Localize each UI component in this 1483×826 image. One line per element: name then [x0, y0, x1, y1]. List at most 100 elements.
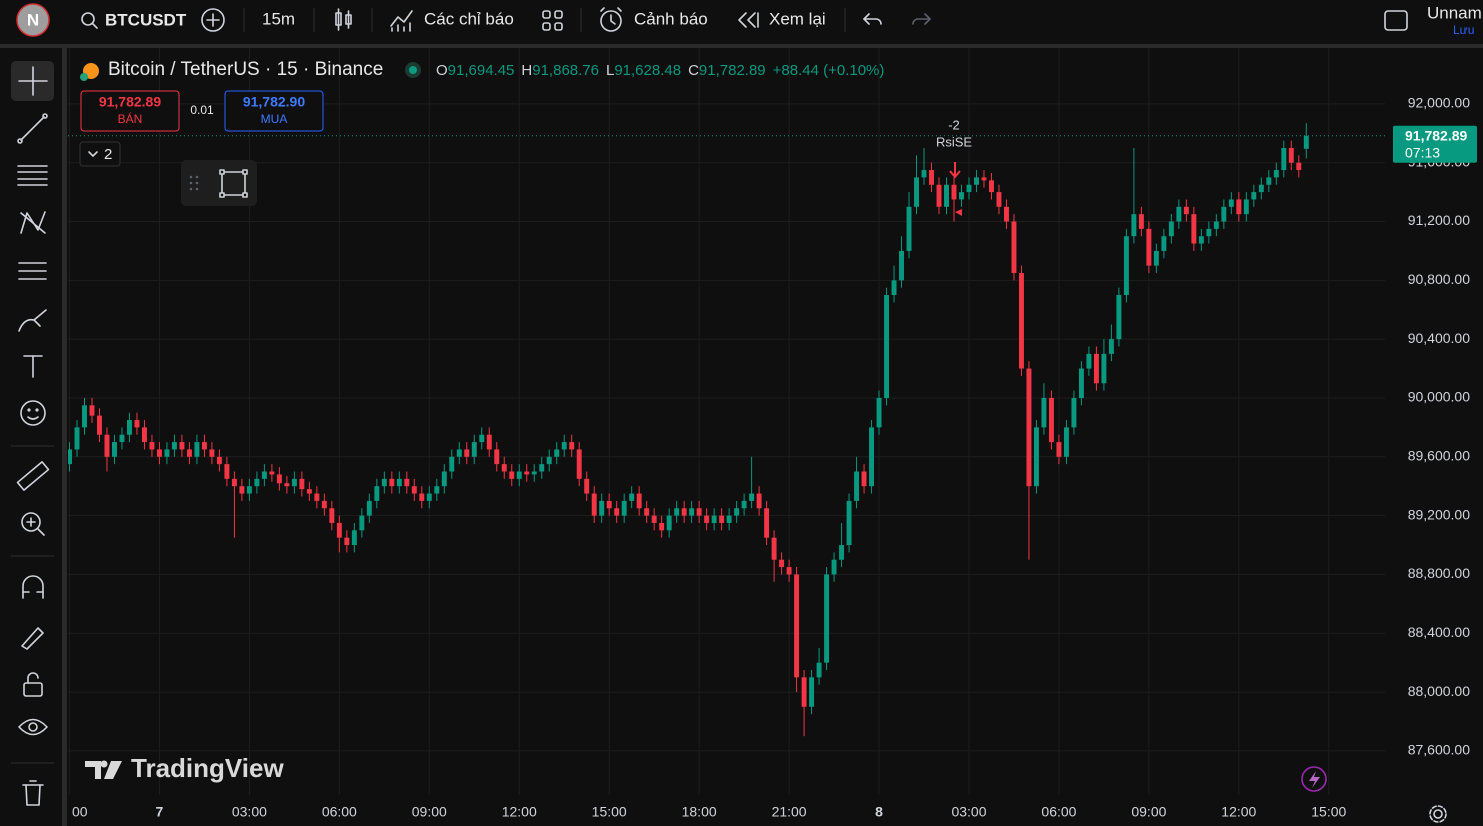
crosshair-tool[interactable]: [18, 66, 48, 96]
pattern-tool[interactable]: [20, 211, 46, 234]
candle-body: [1041, 397, 1047, 428]
x-tick-label: 12:00: [1221, 804, 1256, 820]
candle-body: [996, 192, 1002, 207]
layout-icon[interactable]: [1384, 10, 1408, 31]
candle-body: [599, 500, 605, 516]
candle-body: [981, 177, 987, 181]
rectangle-tool[interactable]: [219, 169, 248, 198]
candle-body: [606, 500, 612, 509]
candle-body: [719, 515, 725, 523]
indicators-button[interactable]: Các chỉ báo: [424, 9, 514, 28]
candle-body: [809, 677, 815, 707]
chart-type-icon[interactable]: [335, 8, 352, 31]
candle-body: [1273, 170, 1279, 178]
candle-body: [989, 180, 994, 193]
candle-body: [1071, 397, 1077, 428]
fib-tool[interactable]: [17, 165, 48, 186]
trendline-tool[interactable]: [17, 113, 48, 144]
lightning-button[interactable]: [1301, 766, 1327, 792]
text-tool[interactable]: [23, 355, 43, 378]
magnet-tool[interactable]: [22, 575, 44, 599]
visibility-tool[interactable]: [18, 718, 48, 736]
layout-name[interactable]: Unnam: [1427, 3, 1482, 22]
candle-body: [134, 420, 140, 428]
quantity[interactable]: 0.01: [190, 103, 214, 117]
candle-body: [1018, 272, 1024, 369]
candle-body: [82, 405, 87, 428]
candle-body: [801, 677, 807, 707]
left-separator: [62, 48, 67, 826]
y-tick-label: 90,800.00: [1408, 271, 1470, 287]
candle-body: [1146, 228, 1152, 266]
lock-drawing-tool[interactable]: [21, 627, 44, 650]
save-button[interactable]: Lưu: [1453, 23, 1474, 37]
search-icon[interactable]: [81, 12, 98, 29]
delete-tool[interactable]: [22, 780, 44, 806]
zoom-tool[interactable]: [21, 512, 45, 536]
y-tick-label: 89,200.00: [1408, 506, 1470, 522]
candle-body: [704, 515, 710, 523]
trade-panel: 91,782.89 BÁN 0.01 91,782.90 MUA 2: [79, 90, 324, 206]
x-tick-label: 06:00: [322, 804, 357, 820]
candle-body: [771, 537, 777, 560]
settings-button[interactable]: [1429, 805, 1447, 823]
candle-body: [749, 493, 755, 501]
legend: Bitcoin / TetherUS · 15 · Binance O91,69…: [80, 59, 884, 81]
replay-icon[interactable]: [738, 12, 759, 28]
buy-button[interactable]: [224, 90, 324, 132]
brush-tool[interactable]: [18, 309, 47, 332]
signal-marker: [955, 209, 962, 216]
candle-body: [569, 442, 575, 450]
ohlc-value: 91,628.48: [614, 62, 681, 79]
candle-body: [636, 493, 642, 509]
interval[interactable]: 15m: [262, 9, 295, 28]
candle-body: [1303, 135, 1309, 149]
undo-icon[interactable]: [863, 13, 882, 25]
candle-body: [516, 471, 522, 479]
alert-icon[interactable]: [600, 7, 622, 32]
ruler-tool[interactable]: [16, 461, 50, 491]
candle-body: [156, 449, 162, 457]
x-tick-label: 15:00: [592, 804, 627, 820]
sell-button[interactable]: [80, 90, 180, 132]
indicators-icon[interactable]: [390, 10, 413, 32]
candle-body: [456, 449, 462, 457]
candle-body: [929, 170, 934, 185]
candle-body: [936, 184, 942, 207]
lock-tool[interactable]: [23, 672, 43, 697]
candle-body: [314, 493, 320, 501]
candle-body: [816, 662, 822, 678]
watermark-logo: [100, 760, 108, 768]
layouts-icon[interactable]: [542, 10, 563, 31]
candle-body: [1048, 397, 1054, 443]
x-tick-label: 09:00: [1131, 804, 1166, 820]
candle-body: [1213, 221, 1219, 229]
alerts-button[interactable]: Cảnh báo: [634, 9, 708, 28]
y-tick-label: 88,400.00: [1408, 624, 1470, 640]
emoji-tool[interactable]: [20, 400, 46, 426]
candle-body: [74, 427, 80, 450]
drag-handle[interactable]: [189, 175, 199, 191]
candle-body: [179, 442, 185, 450]
candle-body: [584, 478, 590, 494]
candle-body: [381, 478, 387, 487]
time-axis: 00 7 03:00 06:00 09:00 12:00 15:00 18:00 21:00 8 0…: [72, 804, 1347, 820]
add-symbol-icon[interactable]: [201, 8, 225, 32]
replay-button[interactable]: Xem lại: [769, 9, 826, 28]
candle-body: [614, 508, 620, 516]
candle-body: [876, 397, 882, 428]
candle-body: [261, 471, 267, 479]
redo-icon[interactable]: [912, 13, 931, 25]
forecast-tool[interactable]: [18, 262, 47, 280]
candle-body: [396, 478, 402, 487]
avatar[interactable]: [16, 3, 50, 37]
candle-body: [951, 184, 957, 200]
candle-body: [1063, 427, 1069, 457]
candle-body: [539, 464, 545, 472]
candle-body: [434, 486, 440, 494]
symbol[interactable]: BTCUSDT: [105, 10, 187, 29]
candle-body: [861, 471, 867, 487]
left-toolbar: [11, 61, 54, 806]
indicators-toggle[interactable]: [79, 141, 121, 167]
candle-body: [846, 500, 852, 546]
